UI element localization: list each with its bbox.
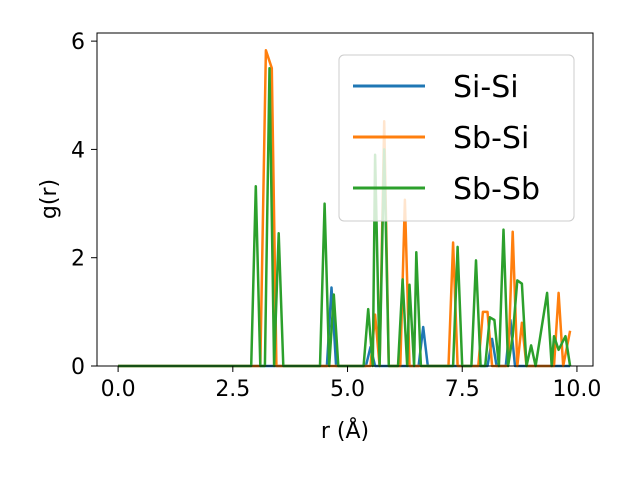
legend-label-sb-sb: Sb-Sb (453, 172, 540, 207)
y-axis-label: g(r) (37, 179, 62, 219)
x-axis-label: r (Å) (321, 417, 369, 444)
y-tick-label: 6 (71, 30, 85, 55)
x-tick-label: 10.0 (552, 377, 601, 402)
legend-label-si-si: Si-Si (453, 70, 519, 105)
y-tick-label: 4 (71, 138, 85, 163)
legend-box (338, 54, 575, 222)
legend: Si-Si Sb-Si Sb-Sb (338, 54, 575, 222)
y-axis: 0 2 4 6 (71, 30, 97, 380)
x-tick-label: 5.0 (330, 377, 365, 402)
y-tick-label: 2 (71, 247, 85, 272)
legend-label-sb-si: Sb-Si (453, 121, 529, 156)
x-axis: 0.0 2.5 5.0 7.5 10.0 (101, 366, 601, 402)
x-tick-label: 7.5 (445, 377, 480, 402)
x-tick-label: 2.5 (215, 377, 250, 402)
x-tick-label: 0.0 (101, 377, 136, 402)
y-tick-label: 0 (71, 355, 85, 380)
plot-frame (96, 32, 594, 367)
